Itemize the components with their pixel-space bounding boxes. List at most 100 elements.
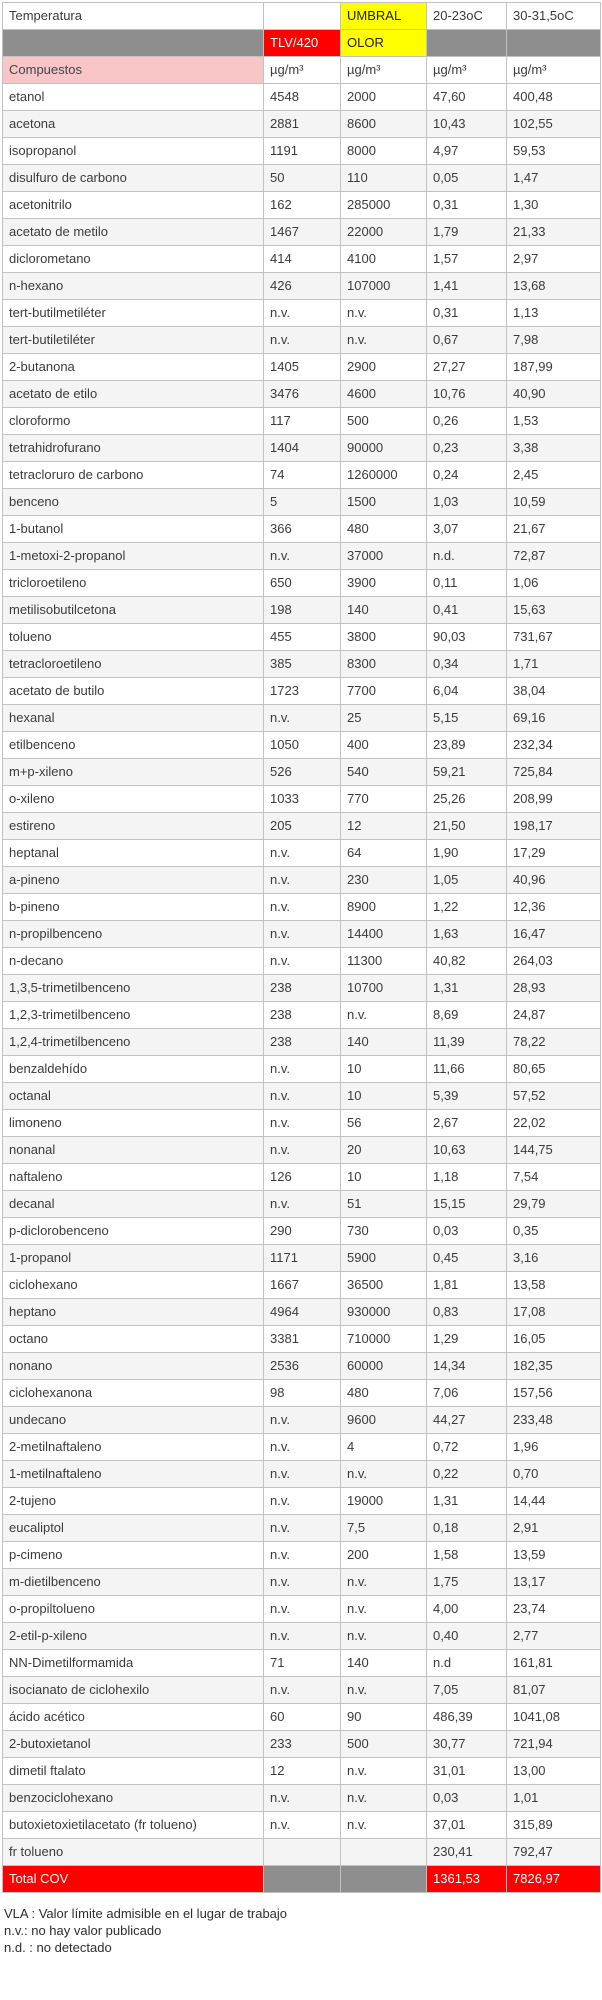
umbral-value-cell: 730 bbox=[340, 1217, 427, 1245]
compound-name-cell: 2-etil-p-xileno bbox=[2, 1622, 264, 1650]
table-row: tetracloruro de carbono 74 1260000 0,24 … bbox=[2, 461, 601, 489]
table-row: 2-metilnaftaleno n.v. 4 0,72 1,96 bbox=[2, 1433, 601, 1461]
tlv-value-cell: n.v. bbox=[263, 326, 341, 354]
temp20-value-cell: 37,01 bbox=[426, 1811, 507, 1839]
temp20-value-cell: 10,43 bbox=[426, 110, 507, 138]
umbral-value-cell: 140 bbox=[340, 1649, 427, 1677]
umbral-value-cell: n.v. bbox=[340, 1757, 427, 1785]
umbral-value-cell: n.v. bbox=[340, 1595, 427, 1623]
temp20-value-cell: 11,66 bbox=[426, 1055, 507, 1083]
temp30-value-cell: 13,17 bbox=[506, 1568, 601, 1596]
umbral-value-cell: 25 bbox=[340, 704, 427, 732]
voc-concentration-table: Temperatura UMBRAL 20-23oC 30-31,5oC TLV… bbox=[2, 2, 601, 1893]
tlv-value-cell: 414 bbox=[263, 245, 341, 273]
tlv-value-cell: 1667 bbox=[263, 1271, 341, 1299]
tlv-value-cell: 650 bbox=[263, 569, 341, 597]
temp30-value-cell: 721,94 bbox=[506, 1730, 601, 1758]
table-row: ciclohexano 1667 36500 1,81 13,58 bbox=[2, 1271, 601, 1299]
temp30-value-cell: 14,44 bbox=[506, 1487, 601, 1515]
umbral-value-cell: 3800 bbox=[340, 623, 427, 651]
compound-name-cell: octanal bbox=[2, 1082, 264, 1110]
compound-name-cell: acetato de metilo bbox=[2, 218, 264, 246]
tlv-value-cell: 71 bbox=[263, 1649, 341, 1677]
temp20-value-cell: 486,39 bbox=[426, 1703, 507, 1731]
compound-name-cell: benzaldehído bbox=[2, 1055, 264, 1083]
umbral-value-cell: 19000 bbox=[340, 1487, 427, 1515]
umbral-value-cell: 64 bbox=[340, 839, 427, 867]
compound-name-cell: tert-butilmetiléter bbox=[2, 299, 264, 327]
temp20-value-cell: 0,23 bbox=[426, 434, 507, 462]
table-row: 1-butanol 366 480 3,07 21,67 bbox=[2, 515, 601, 543]
tlv-value-cell: 2881 bbox=[263, 110, 341, 138]
umbral-value-cell: 500 bbox=[340, 1730, 427, 1758]
tlv-value-cell: n.v. bbox=[263, 1595, 341, 1623]
table-row: a-pineno n.v. 230 1,05 40,96 bbox=[2, 866, 601, 894]
temp20-value-cell: 1,79 bbox=[426, 218, 507, 246]
temp30-value-cell: 13,59 bbox=[506, 1541, 601, 1569]
umbral-value-cell: 22000 bbox=[340, 218, 427, 246]
temp30-value-cell: 57,52 bbox=[506, 1082, 601, 1110]
temp30-value-cell: 3,38 bbox=[506, 434, 601, 462]
tlv-value-cell: 385 bbox=[263, 650, 341, 678]
umbral-value-cell: 51 bbox=[340, 1190, 427, 1218]
temp30-value-cell: 1,47 bbox=[506, 164, 601, 192]
compound-name-cell: ciclohexanona bbox=[2, 1379, 264, 1407]
tlv-value-cell bbox=[263, 1838, 341, 1866]
tlv-value-cell: n.v. bbox=[263, 920, 341, 948]
temp20-value-cell: 1,58 bbox=[426, 1541, 507, 1569]
table-row: 2-butoxietanol 233 500 30,77 721,94 bbox=[2, 1730, 601, 1758]
temp30-value-cell: 13,58 bbox=[506, 1271, 601, 1299]
temp20-value-cell: 0,83 bbox=[426, 1298, 507, 1326]
tlv-unit: µg/m³ bbox=[263, 56, 341, 84]
tlv-value-cell: n.v. bbox=[263, 1406, 341, 1434]
compound-rows: etanol 4548 2000 47,60 400,48 acetona 28… bbox=[2, 83, 601, 1866]
compound-name-cell: 2-butanona bbox=[2, 353, 264, 381]
temp20-value-cell: 0,31 bbox=[426, 299, 507, 327]
table-row: acetato de butilo 1723 7700 6,04 38,04 bbox=[2, 677, 601, 705]
table-row: 1-metoxi-2-propanol n.v. 37000 n.d. 72,8… bbox=[2, 542, 601, 570]
tlv-value-cell: 1404 bbox=[263, 434, 341, 462]
table-row: metilisobutilcetona 198 140 0,41 15,63 bbox=[2, 596, 601, 624]
tlv-value-cell: n.v. bbox=[263, 839, 341, 867]
temp20-value-cell: 1,90 bbox=[426, 839, 507, 867]
temp20-value-cell: 1,18 bbox=[426, 1163, 507, 1191]
compound-name-cell: 1,2,4-trimetilbenceno bbox=[2, 1028, 264, 1056]
compound-name-cell: 2-tujeno bbox=[2, 1487, 264, 1515]
temp20-value-cell: 5,15 bbox=[426, 704, 507, 732]
umbral-value-cell: 7,5 bbox=[340, 1514, 427, 1542]
temp20-value-cell: n.d. bbox=[426, 542, 507, 570]
umbral-value-cell bbox=[340, 1838, 427, 1866]
table-row: octano 3381 710000 1,29 16,05 bbox=[2, 1325, 601, 1353]
table-row: 1,2,4-trimetilbenceno 238 140 11,39 78,2… bbox=[2, 1028, 601, 1056]
temp30-value-cell: 7,98 bbox=[506, 326, 601, 354]
temp30-value-cell: 13,68 bbox=[506, 272, 601, 300]
table-row: eucaliptol n.v. 7,5 0,18 2,91 bbox=[2, 1514, 601, 1542]
umbral-value-cell: 770 bbox=[340, 785, 427, 813]
temp30-value-cell: 233,48 bbox=[506, 1406, 601, 1434]
tlv-value-cell: 98 bbox=[263, 1379, 341, 1407]
temp30-value-cell: 15,63 bbox=[506, 596, 601, 624]
tlv-value-cell: n.v. bbox=[263, 1676, 341, 1704]
tlv-value-cell: 366 bbox=[263, 515, 341, 543]
umbral-value-cell: 1500 bbox=[340, 488, 427, 516]
tlv-value-cell: n.v. bbox=[263, 1811, 341, 1839]
umbral-value-cell: n.v. bbox=[340, 1676, 427, 1704]
temp20-value-cell: 5,39 bbox=[426, 1082, 507, 1110]
table-row: nonano 2536 60000 14,34 182,35 bbox=[2, 1352, 601, 1380]
temp30-value-cell: 21,33 bbox=[506, 218, 601, 246]
temp20-value-cell: 10,76 bbox=[426, 380, 507, 408]
table-row: 2-tujeno n.v. 19000 1,31 14,44 bbox=[2, 1487, 601, 1515]
compound-name-cell: nonano bbox=[2, 1352, 264, 1380]
umbral-value-cell: 4100 bbox=[340, 245, 427, 273]
table-row: heptano 4964 930000 0,83 17,08 bbox=[2, 1298, 601, 1326]
tlv-value-cell: 162 bbox=[263, 191, 341, 219]
temp30-value-cell: 1,71 bbox=[506, 650, 601, 678]
table-row: m+p-xileno 526 540 59,21 725,84 bbox=[2, 758, 601, 786]
umbral-value-cell: 36500 bbox=[340, 1271, 427, 1299]
temp20-value-cell: 90,03 bbox=[426, 623, 507, 651]
temp20-value-cell: 6,04 bbox=[426, 677, 507, 705]
temp20-value-cell: 0,31 bbox=[426, 191, 507, 219]
temp30-unit: µg/m³ bbox=[506, 56, 601, 84]
temp20-value-cell: 3,07 bbox=[426, 515, 507, 543]
compound-name-cell: fr tolueno bbox=[2, 1838, 264, 1866]
